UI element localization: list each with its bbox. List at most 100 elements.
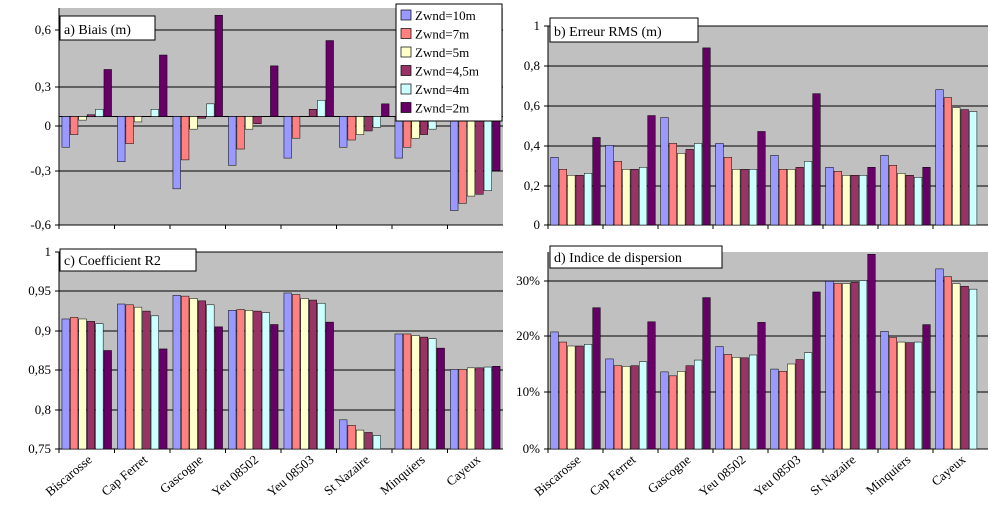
bar bbox=[467, 367, 476, 450]
bar bbox=[960, 286, 969, 450]
bar bbox=[159, 54, 168, 117]
bar bbox=[723, 157, 732, 226]
y-tick-label: 0,3 bbox=[35, 79, 51, 94]
bar bbox=[575, 345, 584, 450]
bar bbox=[630, 365, 639, 450]
bar bbox=[668, 143, 677, 226]
bar bbox=[347, 116, 356, 141]
bar bbox=[214, 14, 223, 117]
bar bbox=[613, 161, 622, 226]
y-tick-label: 0,9 bbox=[35, 323, 51, 338]
bar bbox=[630, 169, 639, 226]
bar bbox=[935, 268, 944, 450]
bar bbox=[450, 369, 459, 450]
bar bbox=[943, 276, 952, 450]
bar bbox=[812, 291, 821, 450]
x-category-label: Cayeux bbox=[443, 451, 483, 488]
bar bbox=[685, 365, 694, 450]
bar bbox=[475, 116, 484, 195]
bar bbox=[356, 429, 365, 450]
y-tick-label: 0,75 bbox=[28, 441, 51, 456]
bar bbox=[702, 297, 711, 450]
bar bbox=[622, 366, 631, 450]
bar bbox=[757, 131, 766, 226]
panel-title: a) Biais (m) bbox=[64, 23, 131, 38]
bar bbox=[325, 40, 334, 117]
bar bbox=[694, 143, 703, 226]
bar bbox=[732, 169, 741, 226]
bar bbox=[859, 175, 868, 226]
bar bbox=[622, 169, 631, 226]
bar bbox=[969, 111, 978, 226]
panel-title: b) Erreur RMS (m) bbox=[554, 25, 662, 40]
bar bbox=[914, 341, 923, 450]
panel-title-box bbox=[59, 248, 197, 272]
legend-swatch bbox=[400, 9, 412, 21]
bar bbox=[804, 352, 813, 450]
legend-label: Zwnd=5m bbox=[415, 45, 469, 60]
y-tick-label: 0,6 bbox=[35, 22, 52, 37]
bar bbox=[150, 109, 159, 117]
bar bbox=[567, 175, 576, 226]
bar bbox=[364, 432, 373, 450]
x-category-label: Yeu 08503 bbox=[264, 452, 317, 500]
bar bbox=[419, 336, 428, 450]
bar bbox=[245, 116, 254, 130]
bar bbox=[668, 375, 677, 450]
x-category-label: St Nazaire bbox=[807, 452, 859, 499]
bar bbox=[467, 116, 476, 197]
bar bbox=[550, 331, 559, 450]
bar bbox=[935, 89, 944, 226]
bar bbox=[723, 354, 732, 450]
bar bbox=[795, 167, 804, 226]
bar bbox=[270, 324, 279, 450]
y-tick-label: 0,85 bbox=[28, 362, 51, 377]
bar bbox=[702, 47, 711, 226]
bar bbox=[394, 333, 403, 450]
bar bbox=[61, 116, 70, 148]
bar bbox=[450, 116, 459, 211]
x-category-label: Minquiers bbox=[863, 452, 914, 498]
bar bbox=[436, 347, 445, 450]
bar bbox=[347, 425, 356, 450]
bar bbox=[850, 175, 859, 226]
bar bbox=[795, 359, 804, 450]
bar bbox=[181, 295, 190, 450]
legend-swatch bbox=[400, 102, 412, 113]
bar bbox=[842, 283, 851, 450]
bar bbox=[483, 116, 492, 191]
bar bbox=[261, 312, 270, 450]
chart-panel-2: 1 0,8 0,6 0,4 0,2 0 b) Erreur RMS (m) bbox=[524, 17, 988, 232]
panel-title-box bbox=[549, 245, 723, 269]
bar bbox=[125, 304, 134, 450]
bar bbox=[103, 350, 112, 450]
bar bbox=[812, 93, 821, 226]
bar bbox=[70, 317, 79, 450]
bar bbox=[372, 116, 381, 128]
legend: Zwnd=10m Zwnd=7m Zwnd=5m Zwnd=4,5m Zwnd=4m Zw… bbox=[395, 3, 503, 122]
bar bbox=[134, 116, 143, 123]
bar bbox=[411, 335, 420, 450]
bar bbox=[95, 109, 104, 117]
bar bbox=[172, 295, 181, 450]
bar bbox=[660, 371, 669, 450]
bar bbox=[749, 354, 758, 450]
y-tick-label: 20% bbox=[516, 328, 540, 343]
legend-swatch bbox=[400, 28, 412, 39]
x-category-label: Gascogne bbox=[157, 452, 206, 497]
bar bbox=[206, 103, 215, 117]
y-tick-label: -0,6 bbox=[30, 217, 51, 232]
x-category-label: Yeu 08502 bbox=[209, 452, 262, 500]
bar bbox=[61, 318, 70, 450]
bar bbox=[613, 365, 622, 450]
bar bbox=[897, 341, 906, 450]
bar bbox=[172, 116, 181, 190]
chart-panel-3: 1 0,95 0,9 0,85 0,8 0,75 c) Coefficient R2 bbox=[28, 244, 503, 456]
bar bbox=[575, 175, 584, 226]
bar bbox=[757, 322, 766, 450]
bar bbox=[292, 116, 301, 139]
bar bbox=[914, 176, 923, 226]
bar bbox=[317, 99, 326, 117]
bar bbox=[189, 298, 198, 450]
